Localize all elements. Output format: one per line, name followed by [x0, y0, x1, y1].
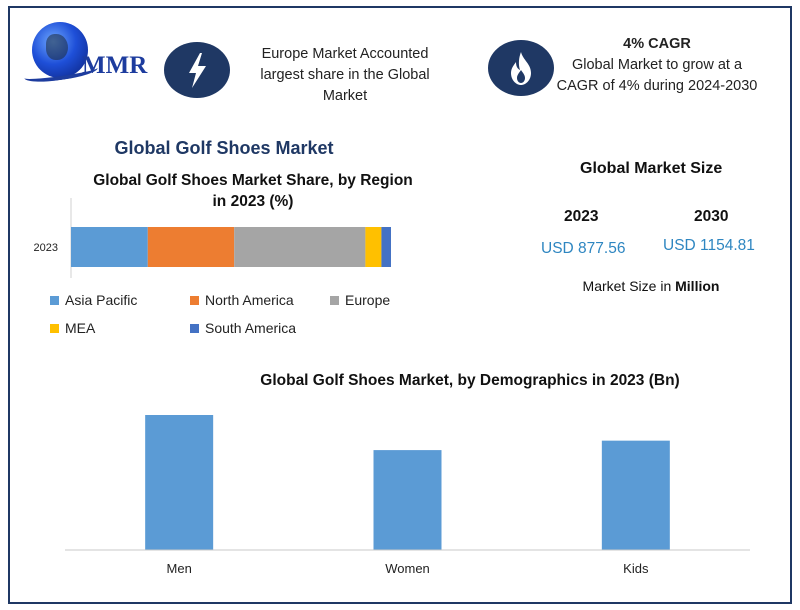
- logo-text: MMR: [82, 52, 148, 79]
- region-segment-south-america: [381, 227, 391, 267]
- cagr-highlight: 4% CAGR Global Market to grow at a CAGR …: [552, 34, 762, 97]
- europe-line-2: largest share in the Global: [260, 67, 430, 83]
- demographics-label-kids: Kids: [623, 561, 649, 576]
- demographics-chart-title: Global Golf Shoes Market, by Demographic…: [260, 372, 680, 389]
- page-title: Global Golf Shoes Market: [114, 138, 334, 158]
- market-value-2023: USD 877.56: [541, 240, 626, 257]
- flame-icon: [488, 40, 554, 96]
- region-chart-title-line-1: Global Golf Shoes Market Share, by Regio…: [93, 172, 413, 189]
- legend-label-europe: Europe: [345, 292, 390, 308]
- lightning-bolt-icon: [164, 42, 230, 98]
- demographics-bar-men: [145, 415, 214, 550]
- europe-line-1: Europe Market Accounted: [261, 46, 429, 62]
- region-chart-title-line-2: in 2023 (%): [212, 193, 294, 210]
- market-size-note-prefix: Market Size in: [582, 278, 676, 294]
- region-category-label: 2023: [34, 242, 58, 254]
- outer-frame: [8, 6, 792, 604]
- region-chart-title: Global Golf Shoes Market Share, by Regio…: [72, 170, 434, 212]
- demographics-bar-kids: [601, 440, 670, 550]
- region-segment-asia-pacific: [71, 227, 148, 267]
- legend-label-asia-pacific: Asia Pacific: [65, 292, 137, 308]
- mmr-logo: MMR: [22, 22, 152, 88]
- demographics-label-men: Men: [167, 561, 192, 576]
- year-2030-label: 2030: [694, 208, 729, 225]
- market-size-note: Market Size in Million: [548, 278, 754, 294]
- region-share-chart: 2023 Asia Pacific North America Europe MEA So…: [34, 198, 391, 336]
- market-size-note-unit: Million: [675, 278, 720, 294]
- demographics-bar-women: [373, 450, 442, 550]
- europe-line-3: Market: [322, 88, 368, 104]
- market-value-2030: USD 1154.81: [663, 237, 755, 254]
- legend-swatch-europe: [330, 296, 339, 305]
- legend-label-north-america: North America: [205, 292, 294, 308]
- globe-icon: [32, 22, 88, 78]
- region-segment-mea: [365, 227, 382, 267]
- market-size-title: Global Market Size: [580, 160, 723, 177]
- region-segment-north-america: [147, 227, 235, 267]
- region-segment-europe: [234, 227, 366, 267]
- europe-highlight: Europe Market Accounted largest share in…: [240, 44, 450, 107]
- cagr-headline: 4% CAGR: [623, 36, 691, 52]
- legend-swatch-asia-pacific: [50, 296, 59, 305]
- legend-label-south-america: South America: [205, 320, 296, 336]
- legend-label-mea: MEA: [65, 320, 96, 336]
- cagr-line-2: CAGR of 4% during 2024-2030: [556, 78, 758, 94]
- year-2023-label: 2023: [564, 208, 599, 225]
- demographics-chart: Men Women Kids: [65, 415, 750, 576]
- legend-swatch-north-america: [190, 296, 199, 305]
- demographics-label-women: Women: [385, 561, 430, 576]
- cagr-line-1: Global Market to grow at a: [571, 57, 743, 73]
- legend-swatch-mea: [50, 324, 59, 333]
- legend-swatch-south-america: [190, 324, 199, 333]
